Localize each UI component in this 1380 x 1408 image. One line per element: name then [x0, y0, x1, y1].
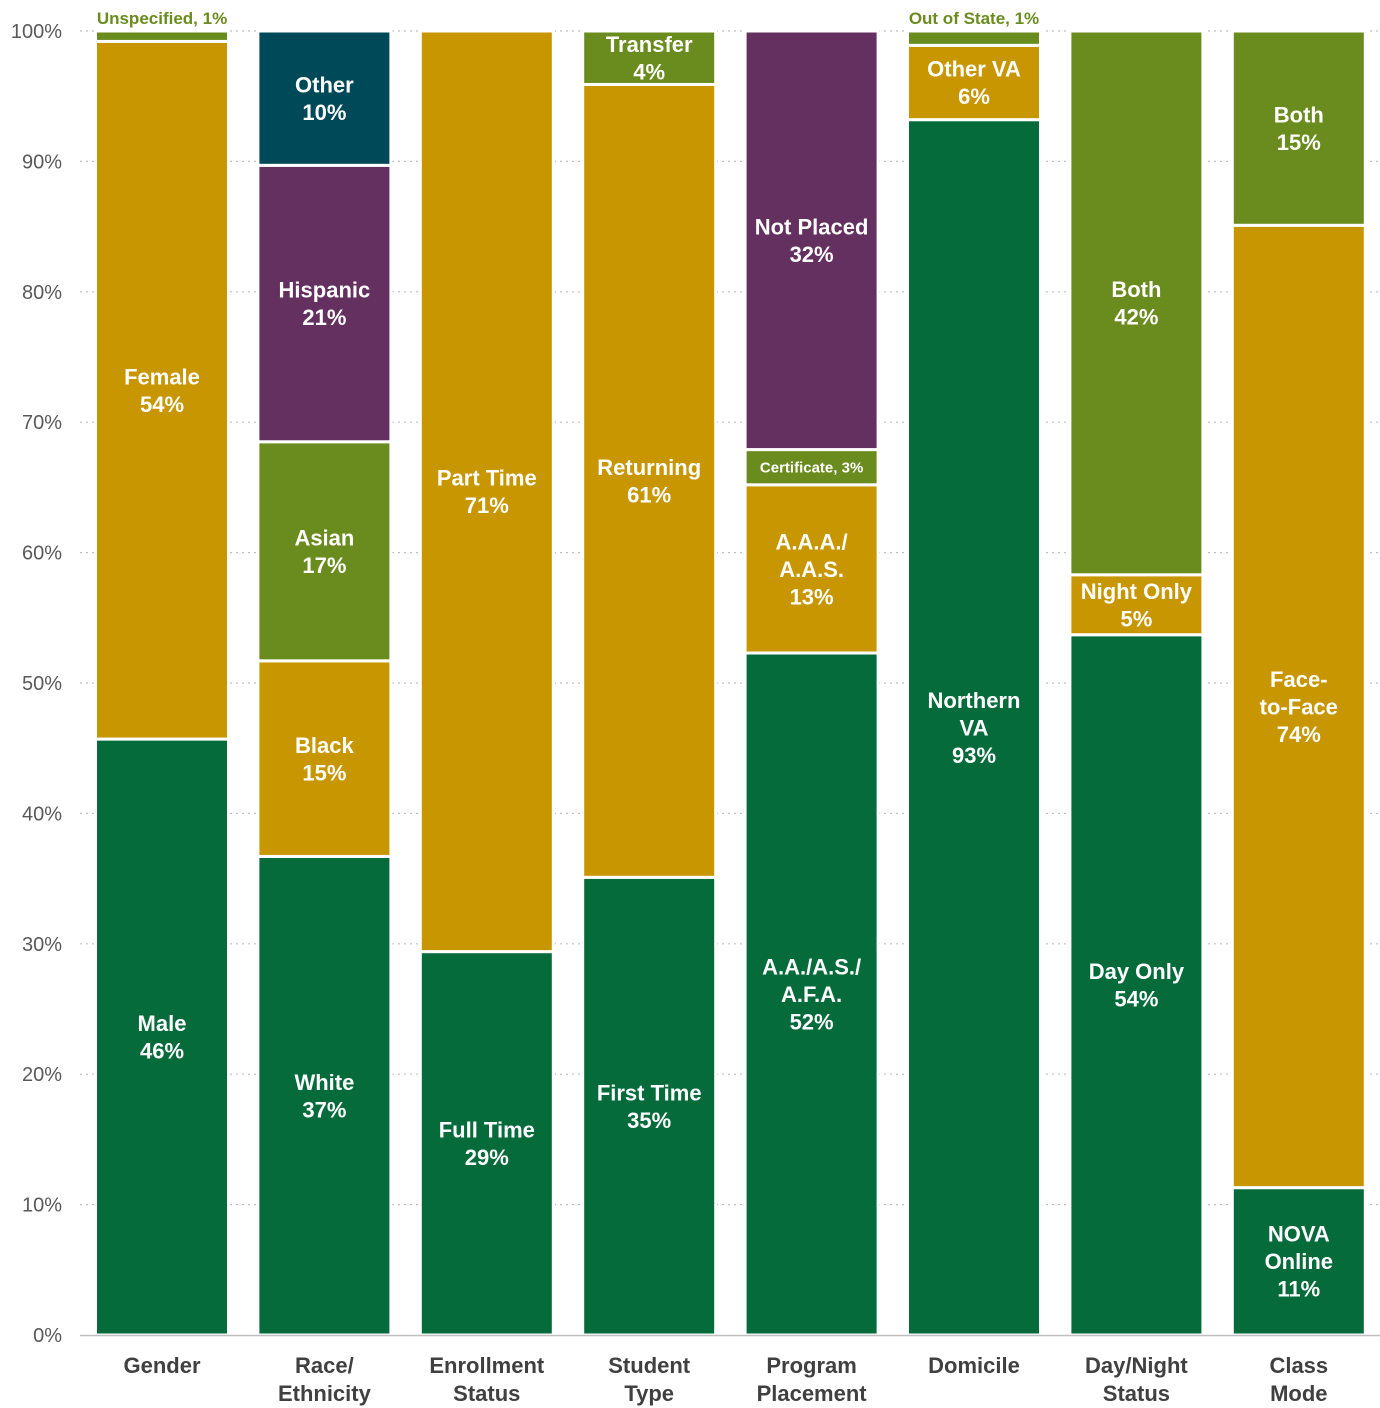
data-label: Both 15% [1274, 102, 1324, 154]
category-label: Domicile [928, 1353, 1020, 1378]
data-label: Out of State, 1% [909, 9, 1039, 28]
bar-segment-part-time [418, 29, 555, 954]
y-tick-label: 100% [11, 21, 62, 43]
category-label: Program Placement [757, 1353, 868, 1406]
data-label: Other VA 6% [927, 57, 1021, 110]
category-label: Student Type [608, 1353, 691, 1406]
data-label: Day Only 54% [1089, 959, 1185, 1012]
bar-stack-class-mode: NOVA Online 11% Face-to-Face 74% Both 15% [1230, 29, 1367, 1337]
data-label: Unspecified, 1% [97, 9, 227, 28]
bar-segment-black [256, 659, 393, 858]
data-label: First Time 35% [597, 1080, 702, 1133]
bar-segment-out-of-state-1 [906, 29, 1042, 47]
data-label: White 37% [294, 1070, 354, 1123]
y-tick-label: 0% [33, 1325, 62, 1347]
data-label: Part Time 71% [437, 465, 537, 518]
y-tick-label: 60% [22, 543, 62, 565]
y-tick-label: 50% [22, 673, 62, 695]
y-tick-label: 90% [22, 151, 62, 173]
y-tick-label: 40% [22, 803, 62, 825]
bar-segment-first-time [581, 875, 718, 1337]
bar-stack-domicile: Northern VA 93% Other VA 6% Out of State, 1% [906, 9, 1042, 1337]
data-label: Hispanic 21% [279, 278, 371, 331]
data-label: Not Placed 32% [755, 214, 869, 267]
bars: Male 46% Female 54% Unspecified, 1% White 37% B… [94, 9, 1367, 1337]
data-label: Both 42% [1111, 277, 1161, 330]
bar-segment-hispanic [256, 163, 393, 444]
bar-segment-nova [1230, 1186, 1367, 1337]
y-tick-label: 30% [22, 934, 62, 956]
bar-stack-gender: Male 46% Female 54% Unspecified, 1% [94, 9, 230, 1337]
data-label: Face-to-Face 74% [1260, 667, 1338, 747]
category-label: Race/Ethnicity [278, 1353, 372, 1406]
y-tick-label: 70% [22, 412, 62, 434]
bar-stack-student-type: First Time 35% Returning 61% Transfer 4% [581, 29, 718, 1337]
bar-stack-day-night-status: Day Only 54% Night Only 5% Both 42% [1068, 29, 1205, 1337]
data-label: Transfer 4% [606, 32, 693, 85]
bar-segment-a-a-a [743, 483, 880, 655]
data-label: Other 10% [295, 72, 354, 125]
bar-stack-program-placement: A.A./A.S./A.F.A. 52% A.A.A./A.A.S. 13% Certi… [743, 29, 880, 1337]
bar-segment-both [1230, 29, 1367, 227]
category-label: Class Mode [1269, 1353, 1328, 1406]
bar-segment-not-placed [743, 29, 880, 452]
bar-segment-returning [581, 82, 718, 879]
data-label: Night Only 5% [1081, 579, 1193, 632]
data-label: Male 46% [138, 1011, 187, 1064]
bar-segment-male [94, 737, 230, 1337]
data-label: NOVA Online 11% [1265, 1222, 1333, 1302]
category-label: Gender [123, 1353, 200, 1378]
bar-segment-other-va [906, 43, 1042, 122]
data-label: Returning 61% [597, 455, 701, 508]
bar-segment-northern [906, 118, 1042, 1337]
bar-segment-both [1068, 29, 1205, 577]
bar-segment-other [256, 29, 393, 167]
y-tick-label: 10% [22, 1195, 62, 1217]
bar-segment-unspecified-1 [94, 29, 230, 43]
bar-segment-asian [256, 440, 393, 663]
data-label: Full Time 29% [439, 1117, 535, 1170]
data-label: Asian 17% [294, 525, 354, 578]
category-label: Day/Night Status [1085, 1353, 1188, 1406]
bar-stack-enrollment-status: Full Time 29% Part Time 71% [418, 29, 555, 1337]
bar-segment-night-only [1068, 573, 1205, 637]
bar-segment-female [94, 39, 230, 741]
data-label: Black 15% [295, 733, 354, 786]
bar-segment-full-time [418, 950, 555, 1337]
x-axis: Gender Race/Ethnicity Enrollment Status Stud… [80, 1334, 1380, 1406]
data-label: A.A.A./A.A.S. 13% [776, 529, 848, 609]
bar-segment-transfer [581, 29, 718, 86]
bar-segment-a-a-a-s [743, 651, 880, 1337]
data-label: Female 54% [124, 364, 200, 417]
category-label: Enrollment Status [429, 1353, 545, 1406]
data-label: A.A./A.S./A.F.A. 52% [762, 954, 861, 1034]
bar-segment-face [1230, 223, 1367, 1190]
data-label: Certificate, 3% [760, 460, 863, 477]
data-label: Northern VA 93% [928, 688, 1021, 768]
y-tick-label: 20% [22, 1064, 62, 1086]
y-axis: 0% 10% 20% 30% 40% 50% 60% 70% 80% 90% 100% [11, 21, 62, 1347]
y-tick-label: 80% [22, 282, 62, 304]
bar-segment-day-only [1068, 633, 1205, 1337]
bar-stack-race-ethnicity: White 37% Black 15% Asian 17% Hispanic 21% Other… [256, 29, 393, 1337]
bar-segment-white [256, 854, 393, 1337]
